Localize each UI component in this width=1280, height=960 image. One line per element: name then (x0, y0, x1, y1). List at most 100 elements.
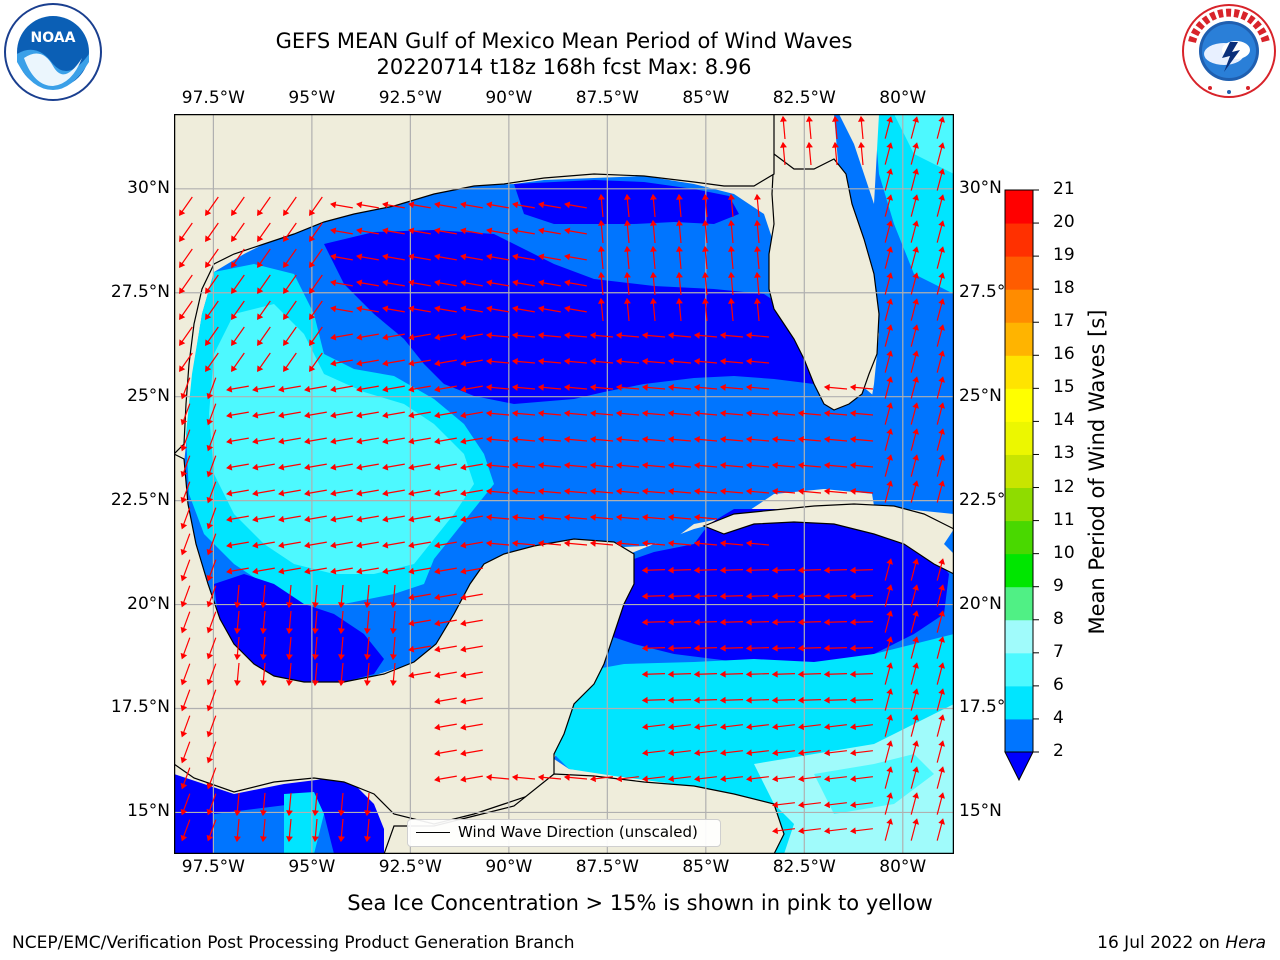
arrow-head (745, 696, 752, 704)
arrow-head (434, 749, 441, 757)
arrow-head (728, 245, 735, 252)
arrow-head (624, 193, 631, 200)
arrow-head (538, 253, 545, 261)
arrow-head (912, 194, 919, 201)
arrow-head (278, 437, 285, 445)
arrow-head (205, 339, 212, 346)
arrow-head (460, 645, 467, 653)
arrow-head (180, 626, 188, 634)
arrow-head (667, 592, 674, 600)
arrow-head (382, 253, 389, 261)
arrow-head (434, 645, 441, 653)
arrow-head (823, 775, 831, 783)
colorbar-segment (1005, 553, 1033, 588)
arrow-head (460, 463, 467, 471)
colorbar-segment (1005, 586, 1033, 621)
arrow-head (667, 384, 674, 391)
arrow-head (434, 201, 441, 209)
arrow-head (641, 723, 649, 731)
florida-peninsula (768, 152, 880, 411)
arrow-head (304, 515, 311, 523)
arrow-head (823, 384, 830, 391)
arrow-head (693, 644, 700, 652)
arrow-head (702, 297, 709, 304)
arrow-head (364, 602, 371, 609)
arrow-head (912, 766, 919, 773)
arrow-head (719, 618, 726, 626)
arrow-head (252, 567, 259, 575)
arrow-head (538, 227, 545, 235)
arrow-head (564, 201, 571, 209)
arrow-head (728, 297, 735, 304)
arrow-head (408, 671, 415, 679)
arrow-head (283, 261, 290, 268)
arrow-head (356, 385, 363, 393)
arrow-head (434, 541, 441, 549)
arrow-head (252, 515, 259, 523)
arrow-head (364, 680, 371, 687)
arrow-head (912, 376, 919, 383)
arrow-head (234, 836, 241, 843)
arrow-head (205, 235, 212, 242)
arrow-head (460, 489, 467, 497)
arrow-head (260, 628, 267, 635)
arrow-head (912, 688, 919, 695)
arrow-head (206, 756, 214, 764)
arrow-head (338, 628, 345, 635)
arrow-head (797, 410, 804, 417)
arrow-head (537, 384, 544, 391)
x-tick-bottom-label: 95°W (288, 857, 336, 877)
arrow-head (537, 462, 544, 469)
arrow-head (390, 628, 397, 635)
arrow-head (286, 680, 293, 687)
arrow-head (719, 410, 726, 417)
arrow-head (667, 618, 674, 626)
arrow-head (938, 428, 945, 435)
graticule (174, 114, 954, 854)
arrow-head (771, 592, 778, 600)
arrow-head (312, 654, 319, 661)
arrow-head (205, 287, 212, 294)
arrow-head (511, 462, 518, 469)
arrow-head (615, 332, 622, 339)
arrow-head (693, 749, 701, 757)
arrow-head (537, 488, 544, 495)
arrow-head (719, 462, 726, 469)
colorbar-tick-label: 8 (1053, 608, 1064, 629)
arrow-head (754, 193, 761, 200)
arrow-head (356, 541, 363, 549)
arrow-head (745, 384, 752, 391)
arrow-head (563, 774, 570, 781)
arrow-head (693, 618, 700, 626)
arrow-head (257, 235, 264, 242)
arrow-head (641, 696, 648, 704)
arrow-head (589, 514, 596, 521)
arrow-head (226, 567, 233, 575)
y-tick-right-label: 15°N (959, 801, 1002, 822)
arrow-head (460, 253, 467, 261)
arrow-head (257, 313, 264, 320)
arrow-head (537, 540, 544, 547)
arrow-head (938, 272, 945, 279)
arrow-head (771, 775, 779, 783)
arrow-head (304, 567, 311, 575)
colorbar-tick-label: 16 (1053, 344, 1075, 365)
colorbar-segment (1005, 322, 1033, 356)
arrow-head (408, 305, 415, 313)
arrow-head (180, 782, 188, 790)
arrow-head (719, 670, 726, 678)
colorbar-tick-label: 12 (1053, 476, 1075, 497)
arrow-head (206, 548, 214, 556)
arrow-head (650, 297, 657, 304)
arrow-head (667, 723, 675, 731)
arrow-head (667, 670, 674, 678)
arrow-head (309, 209, 316, 216)
arrow-head (771, 801, 779, 809)
colorbar-label: Mean Period of Wind Waves [s] (1085, 309, 1109, 635)
arrow-head (537, 410, 544, 417)
arrow-head (206, 626, 214, 634)
arrow-head (485, 332, 492, 339)
arrow-head (330, 333, 337, 341)
arrow-head (330, 411, 337, 419)
arrow-head (693, 358, 700, 365)
